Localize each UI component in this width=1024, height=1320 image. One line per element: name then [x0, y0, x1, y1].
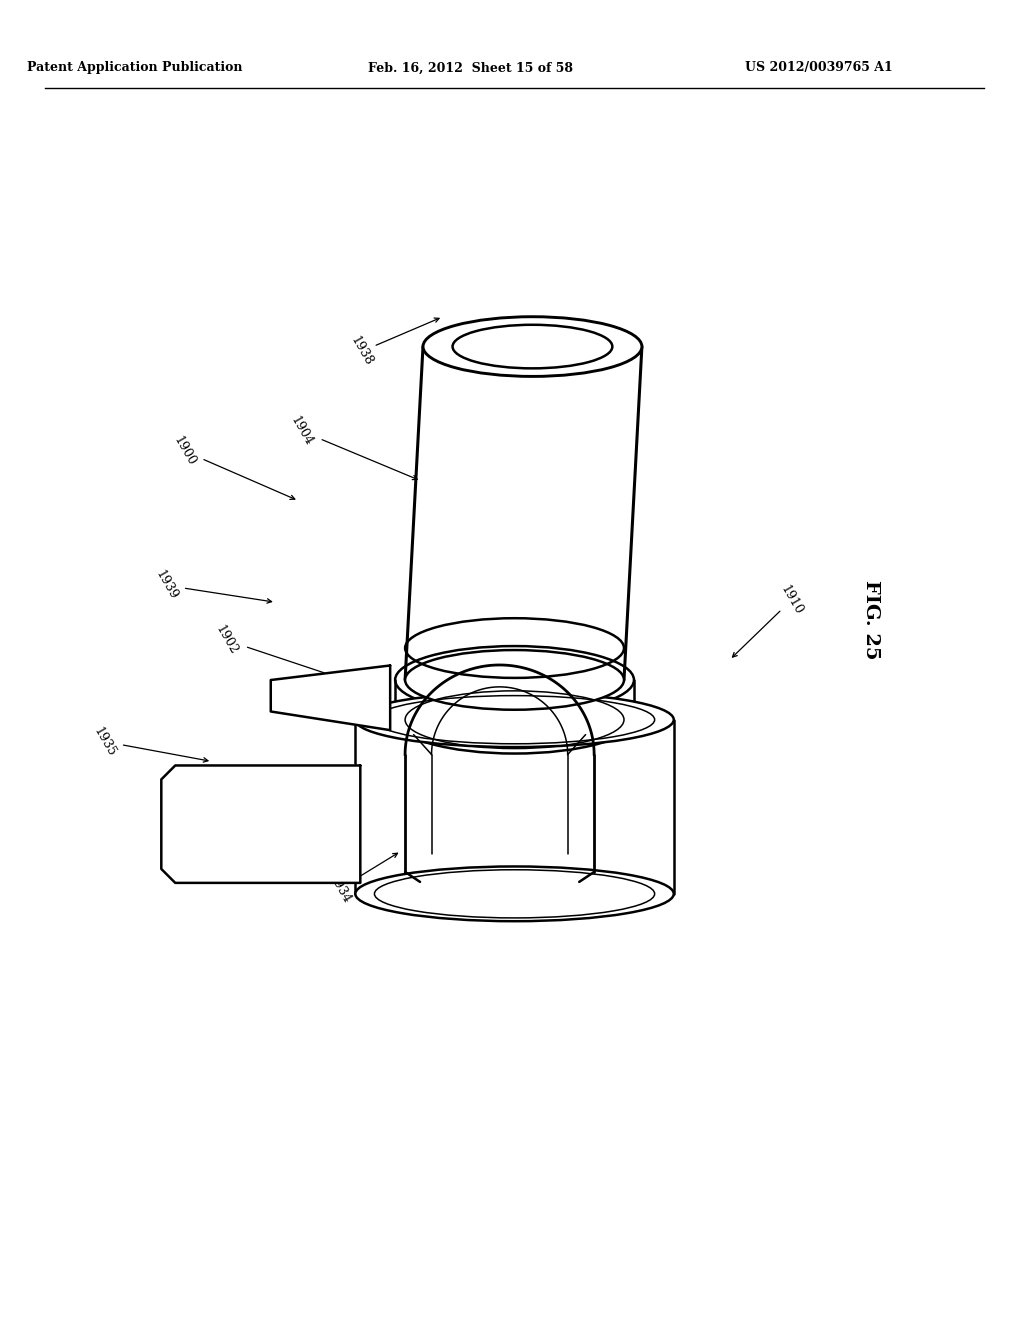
- Text: FIG. 25: FIG. 25: [862, 581, 880, 660]
- Text: Patent Application Publication: Patent Application Publication: [27, 62, 243, 74]
- Polygon shape: [162, 766, 360, 883]
- Ellipse shape: [355, 692, 674, 747]
- Text: US 2012/0039765 A1: US 2012/0039765 A1: [745, 62, 893, 74]
- Ellipse shape: [395, 686, 634, 754]
- Text: 1900: 1900: [171, 434, 198, 469]
- Text: 1935: 1935: [91, 725, 118, 759]
- Text: 1938: 1938: [348, 334, 375, 368]
- Ellipse shape: [406, 649, 624, 710]
- Ellipse shape: [423, 317, 642, 376]
- Ellipse shape: [453, 325, 612, 368]
- Ellipse shape: [395, 645, 634, 714]
- Text: Feb. 16, 2012  Sheet 15 of 58: Feb. 16, 2012 Sheet 15 of 58: [369, 62, 573, 74]
- Text: 1904: 1904: [288, 414, 315, 449]
- Text: 1902: 1902: [212, 623, 240, 657]
- Polygon shape: [270, 665, 390, 730]
- Text: 1910: 1910: [777, 583, 805, 618]
- Text: 1934: 1934: [326, 871, 353, 906]
- Ellipse shape: [355, 866, 674, 921]
- Text: 1939: 1939: [153, 569, 180, 602]
